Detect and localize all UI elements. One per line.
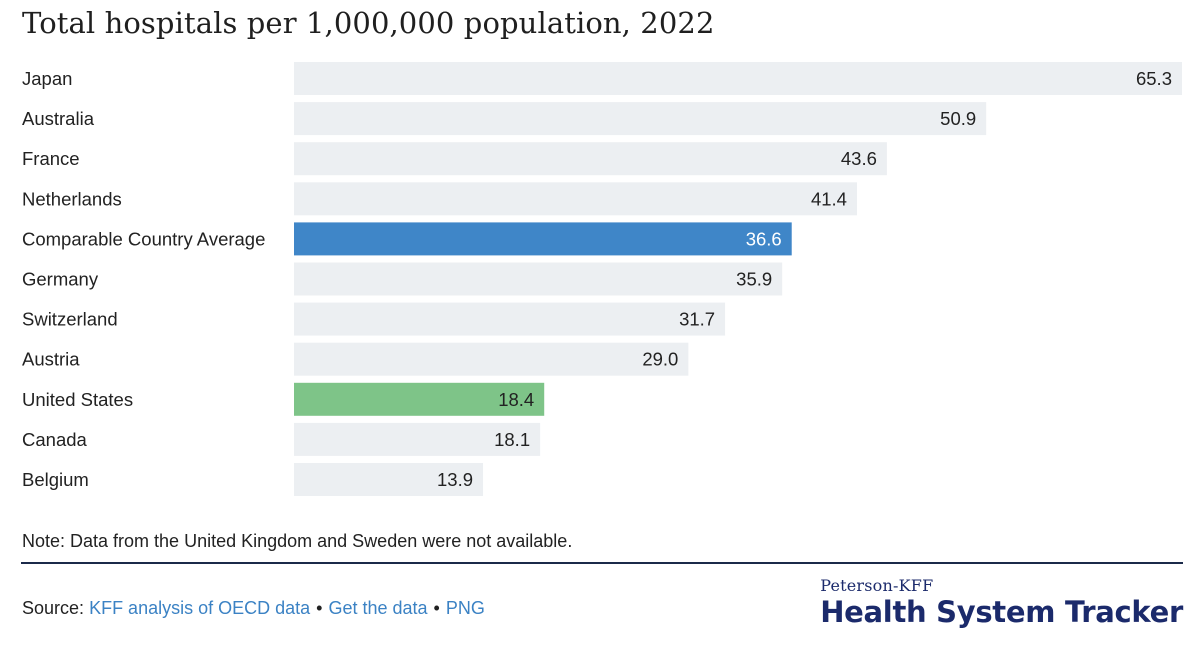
bar-canada[interactable] (294, 422, 541, 456)
value-label-switzerland: 31.7 (679, 309, 715, 330)
value-label-france: 43.6 (841, 148, 877, 169)
brand-logo-top: Peterson-KFF (820, 576, 934, 595)
value-label-united-states: 18.4 (498, 389, 534, 410)
value-label-comparable-country-average: 36.6 (746, 228, 782, 249)
value-label-germany: 35.9 (736, 269, 772, 290)
value-label-canada: 18.1 (494, 429, 530, 450)
bar-japan[interactable] (294, 62, 1182, 95)
divider (21, 562, 1183, 564)
bar-austria[interactable] (294, 342, 689, 376)
bar-chart: Japan 65.3 Australia 50.9 France 43.6 Netherla… (22, 62, 1182, 496)
category-label-netherlands: Netherlands (22, 188, 122, 209)
bar-france[interactable] (294, 142, 887, 176)
category-label-japan: Japan (22, 68, 72, 89)
bar-switzerland[interactable] (294, 302, 726, 336)
chart-title: Total hospitals per 1,000,000 population… (22, 6, 715, 40)
category-label-united-states: United States (22, 389, 133, 410)
category-label-austria: Austria (22, 349, 80, 370)
bar-comparable-country-average[interactable] (294, 222, 792, 256)
category-label-australia: Australia (22, 108, 95, 129)
bar-united-states[interactable] (294, 382, 545, 416)
separator-dot: • (433, 598, 440, 618)
value-label-belgium: 13.9 (437, 469, 473, 490)
bar-belgium[interactable] (294, 463, 484, 496)
brand-logo-main: Health System Tracker (820, 595, 1183, 629)
category-label-canada: Canada (22, 429, 88, 450)
value-label-netherlands: 41.4 (811, 188, 847, 209)
category-label-belgium: Belgium (22, 469, 89, 490)
source-link-analysis[interactable]: KFF analysis of OECD data (89, 598, 311, 618)
bar-australia[interactable] (294, 102, 987, 136)
bar-germany[interactable] (294, 262, 783, 296)
category-label-france: France (22, 148, 80, 169)
bar-netherlands[interactable] (294, 182, 857, 216)
value-label-japan: 65.3 (1136, 68, 1172, 89)
source-line: Source: KFF analysis of OECD data • Get th… (22, 598, 485, 619)
value-label-australia: 50.9 (940, 108, 976, 129)
get-data-link[interactable]: Get the data (328, 598, 428, 618)
source-label: Source: (22, 598, 85, 618)
value-label-austria: 29.0 (642, 349, 678, 370)
separator-dot: • (316, 598, 323, 618)
category-label-germany: Germany (22, 269, 99, 290)
chart-note: Note: Data from the United Kingdom and S… (22, 531, 573, 551)
png-link[interactable]: PNG (445, 598, 485, 618)
category-label-switzerland: Switzerland (22, 309, 118, 330)
category-label-comparable-country-average: Comparable Country Average (22, 228, 265, 249)
brand-logo[interactable]: Peterson-KFF Health System Tracker (820, 576, 1183, 629)
